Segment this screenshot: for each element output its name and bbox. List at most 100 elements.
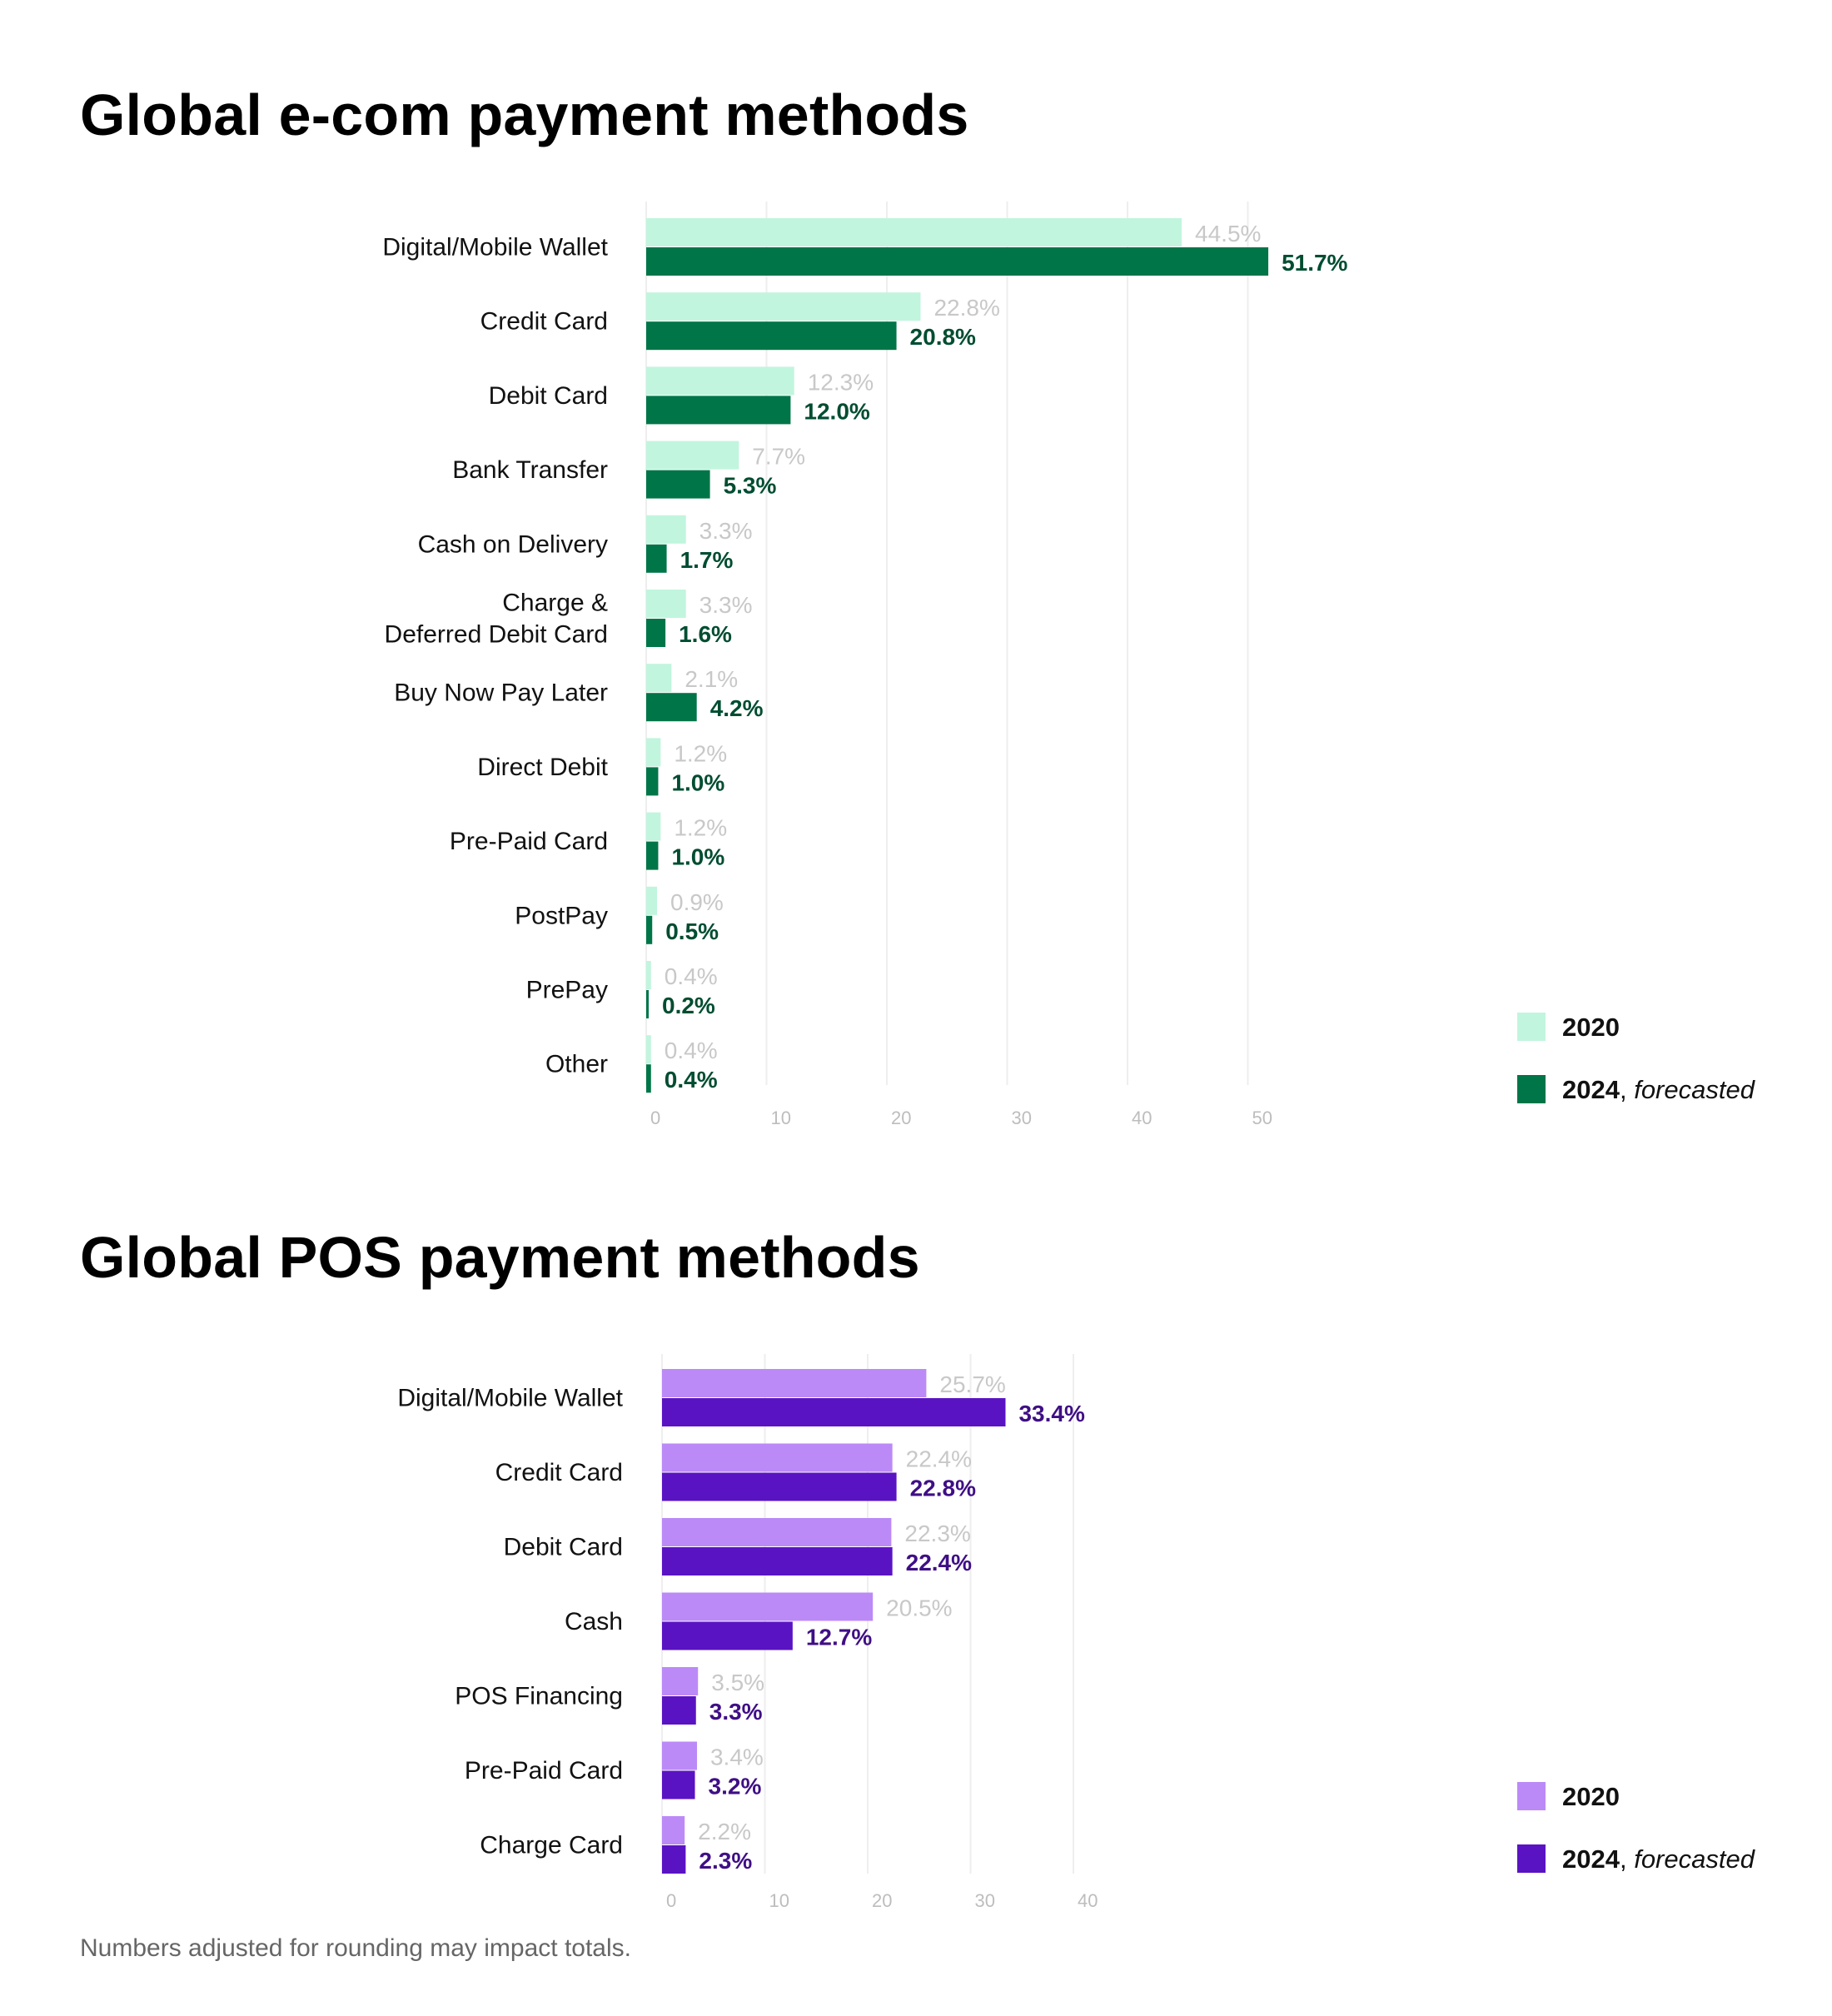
value-label-2024: 4.2%	[710, 695, 764, 721]
bar-2024	[662, 1696, 696, 1725]
bar-2020	[646, 515, 686, 544]
value-label-2024: 22.8%	[910, 1476, 976, 1501]
bar-2020	[662, 1518, 892, 1546]
x-tick-label: 40	[1132, 1108, 1152, 1128]
bar-2020	[662, 1592, 874, 1621]
x-tick-label: 10	[771, 1108, 791, 1128]
value-label-2020: 2.2%	[698, 1819, 751, 1844]
legend-swatch-2020	[1517, 1013, 1546, 1041]
category-label: Charge Card	[480, 1832, 623, 1859]
x-tick-label: 10	[769, 1890, 789, 1911]
category-label: Cash on Delivery	[418, 530, 608, 558]
value-label-2020: 44.5%	[1195, 221, 1261, 246]
value-label-2020: 0.9%	[670, 889, 724, 915]
category-label: Bank Transfer	[452, 456, 608, 484]
value-label-2020: 3.5%	[711, 1670, 764, 1695]
category-label: Credit Card	[480, 308, 608, 336]
bar-2024	[662, 1547, 893, 1575]
category-label: PrePay	[526, 977, 608, 1004]
value-label-2024: 3.3%	[709, 1699, 763, 1725]
bar-2024	[646, 915, 653, 944]
bar-2020	[662, 1369, 927, 1397]
legend-label-2024: 2024, forecasted	[1562, 1075, 1756, 1104]
bar-2020	[646, 961, 651, 989]
legend-swatch-2024	[1517, 1844, 1546, 1873]
pos-bar-chart: 0 10 20 30 40 Digital/Mobile Wallet 25.7% 33.4%…	[397, 1354, 1756, 1911]
bar-2020	[646, 812, 661, 841]
category-label: Credit Card	[495, 1459, 623, 1486]
value-label-2020: 22.3%	[904, 1521, 970, 1546]
value-label-2020: 12.3%	[808, 369, 874, 395]
category-label: Pre-Paid Card	[465, 1757, 623, 1785]
x-tick-label: 30	[975, 1890, 995, 1911]
legend-label-2020: 2020	[1562, 1782, 1620, 1811]
bar-2024	[646, 990, 649, 1018]
value-label-2020: 1.2%	[674, 815, 727, 841]
bar-2024	[646, 841, 659, 870]
value-label-2020: 22.8%	[933, 295, 999, 321]
value-label-2024: 3.2%	[709, 1774, 762, 1799]
value-label-2024: 0.5%	[665, 918, 719, 944]
bar-2020	[662, 1443, 893, 1472]
x-tick-label: 0	[650, 1108, 660, 1128]
bar-2024	[646, 544, 667, 573]
category-label: PostPay	[515, 902, 608, 929]
value-label-2020: 7.7%	[752, 444, 805, 470]
bar-2020	[646, 886, 658, 915]
value-label-2024: 33.4%	[1018, 1401, 1084, 1426]
bar-2020	[662, 1667, 699, 1695]
bar-2024	[646, 1064, 651, 1093]
x-tick-label: 50	[1252, 1108, 1272, 1128]
value-label-2020: 20.5%	[886, 1595, 952, 1621]
category-label: Pre-Paid Card	[450, 828, 608, 855]
category-label: Other	[545, 1051, 608, 1078]
x-tick-label: 40	[1078, 1890, 1098, 1911]
bar-2024	[662, 1770, 695, 1799]
category-label: Direct Debit	[477, 754, 608, 781]
value-label-2024: 1.0%	[671, 769, 724, 795]
bar-2020	[646, 366, 794, 396]
value-label-2024: 20.8%	[910, 324, 976, 350]
category-label: Digital/Mobile Wallet	[397, 1385, 623, 1412]
x-tick-label: 0	[666, 1890, 676, 1911]
bar-2024	[662, 1845, 686, 1874]
bar-2020	[646, 590, 686, 618]
legend-swatch-2020	[1517, 1782, 1546, 1810]
bar-2024	[646, 321, 897, 351]
bar-2020	[646, 292, 921, 321]
bar-2020	[662, 1816, 685, 1844]
ecom-bar-chart: 0 10 20 30 40 50 Digital/Mobile Wallet 44.5% 51.…	[382, 202, 1756, 1128]
ecom-chart-title: Global e-com payment methods	[80, 82, 969, 147]
value-label-2024: 1.0%	[671, 844, 724, 870]
bar-2020	[646, 441, 739, 470]
bar-2020	[646, 664, 672, 693]
bar-2024	[646, 247, 1269, 276]
value-label-2020: 0.4%	[665, 1038, 718, 1063]
x-tick-label: 20	[872, 1890, 892, 1911]
value-label-2024: 0.4%	[665, 1067, 718, 1093]
value-label-2020: 1.2%	[674, 740, 727, 766]
value-label-2024: 12.7%	[806, 1625, 872, 1650]
legend-label-2024: 2024, forecasted	[1562, 1844, 1756, 1874]
value-label-2024: 0.2%	[662, 993, 715, 1018]
category-label: POS Financing	[455, 1683, 623, 1710]
value-label-2020: 3.4%	[710, 1745, 764, 1770]
bar-2024	[646, 767, 659, 796]
bar-2024	[662, 1398, 1006, 1426]
bar-2024	[646, 470, 710, 499]
x-tick-label: 30	[1012, 1108, 1032, 1128]
value-label-2020: 3.3%	[699, 518, 753, 544]
value-label-2024: 1.6%	[679, 621, 732, 647]
bar-2020	[646, 218, 1182, 246]
bar-2020	[646, 738, 661, 767]
value-label-2024: 2.3%	[699, 1848, 752, 1874]
value-label-2024: 12.0%	[804, 398, 869, 424]
bar-2024	[646, 693, 697, 722]
value-label-2024: 1.7%	[680, 547, 734, 573]
legend-label-2020: 2020	[1562, 1013, 1620, 1042]
footnote: Numbers adjusted for rounding may impact…	[80, 1934, 631, 1962]
category-label: Charge & Deferred Debit Card	[385, 590, 608, 649]
bar-2024	[662, 1621, 793, 1650]
value-label-2020: 22.4%	[906, 1446, 972, 1472]
category-label: Buy Now Pay Later	[394, 679, 608, 707]
